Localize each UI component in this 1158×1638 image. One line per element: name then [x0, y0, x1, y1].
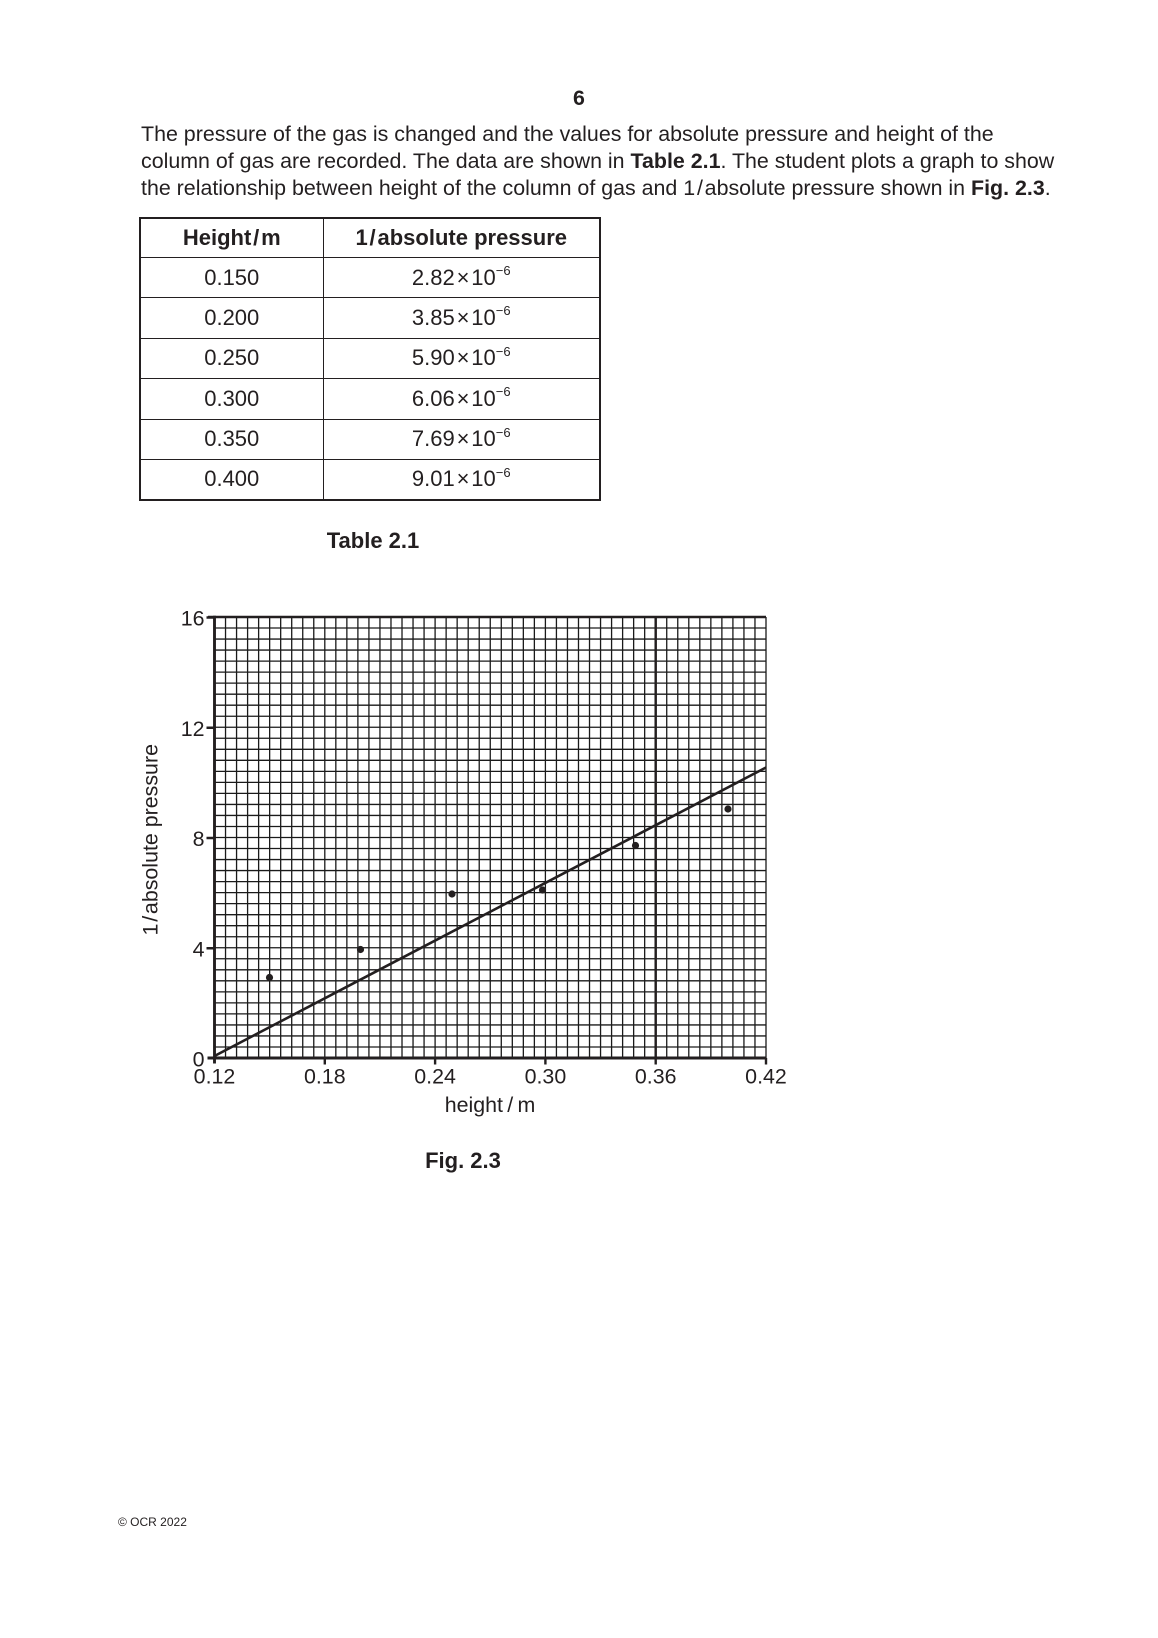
svg-text:0: 0 — [193, 1048, 205, 1072]
svg-text:0.18: 0.18 — [304, 1065, 346, 1089]
svg-text:1 / absolute pressure: 1 / absolute pressure — [139, 744, 163, 935]
svg-text:0.42: 0.42 — [745, 1065, 787, 1089]
svg-text:height / m: height / m — [445, 1093, 536, 1117]
svg-text:0.30: 0.30 — [525, 1065, 567, 1089]
svg-text:4: 4 — [193, 937, 205, 961]
svg-text:0.36: 0.36 — [635, 1065, 677, 1089]
svg-text:8: 8 — [193, 827, 205, 851]
svg-text:0.24: 0.24 — [414, 1065, 456, 1089]
svg-text:12: 12 — [181, 717, 205, 741]
svg-text:16: 16 — [181, 607, 205, 631]
svg-text:0.12: 0.12 — [194, 1065, 236, 1089]
